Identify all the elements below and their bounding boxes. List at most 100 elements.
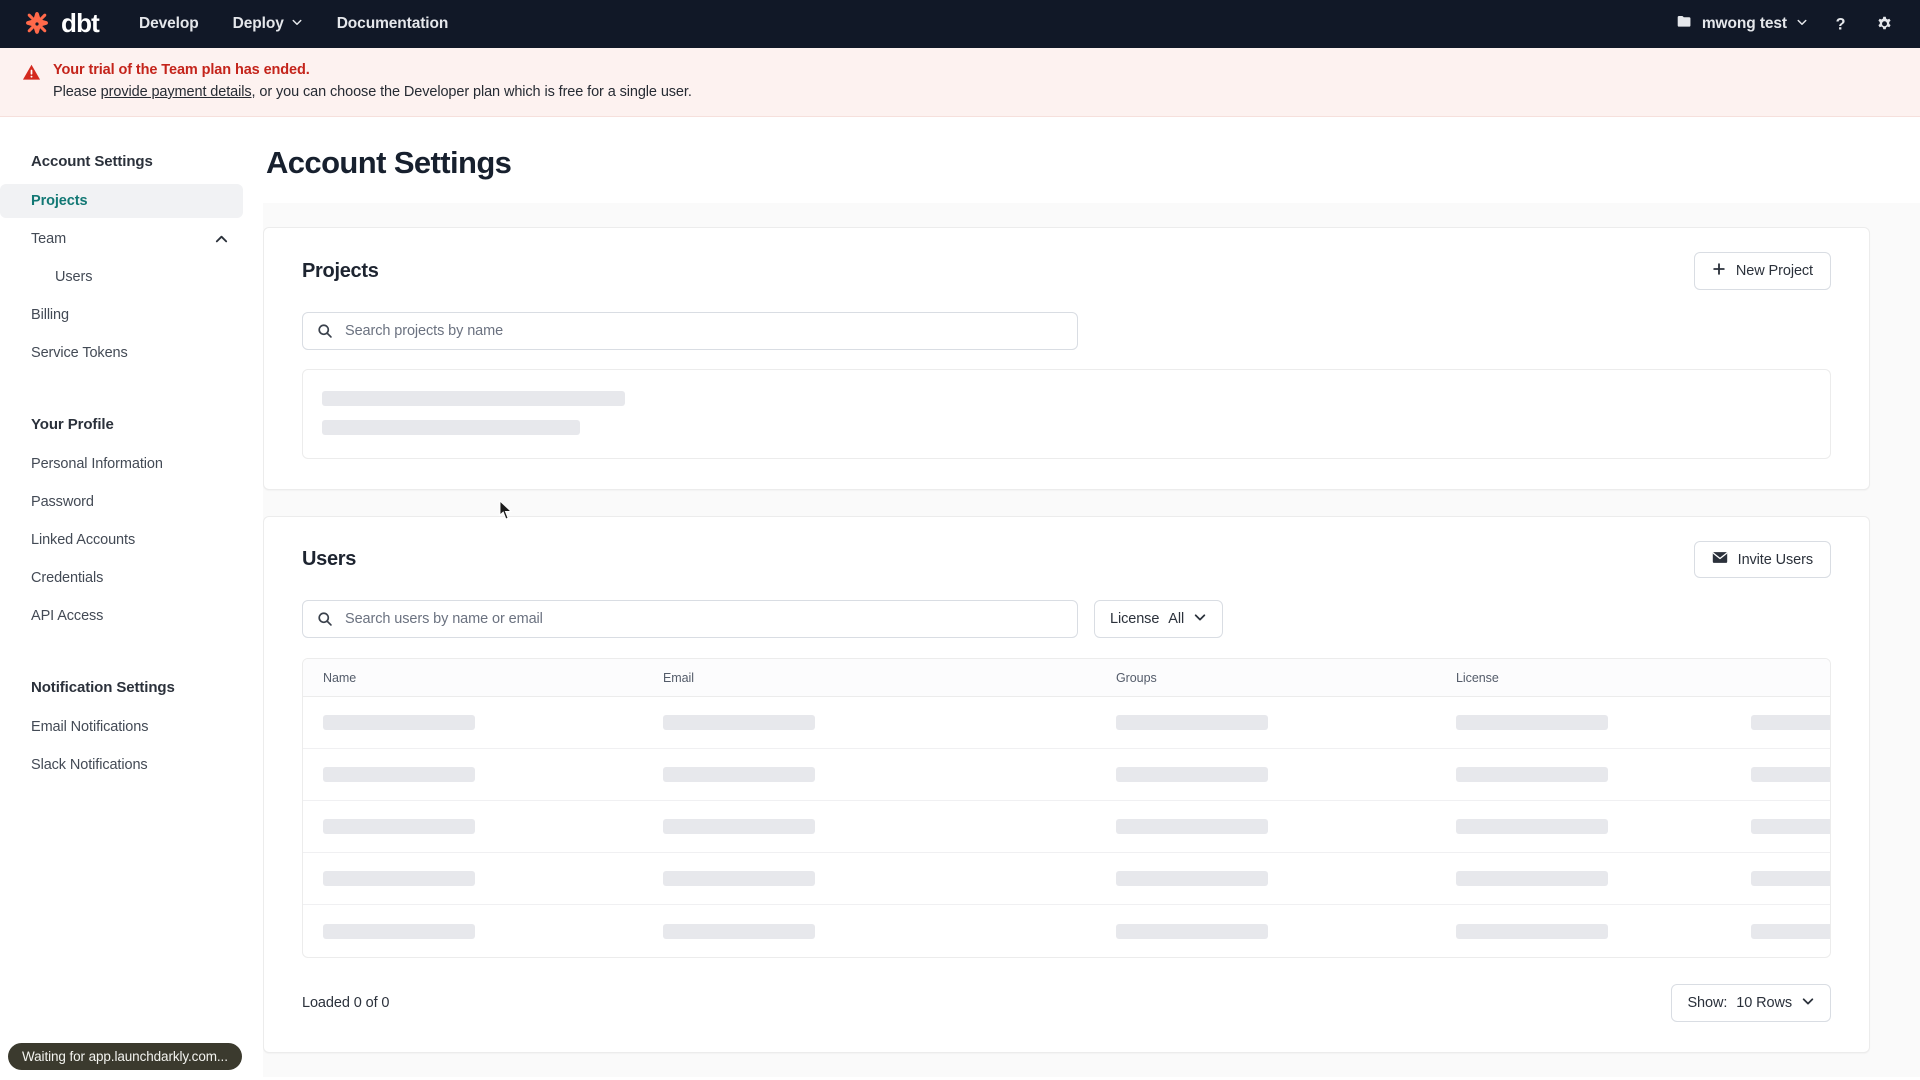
page-title: Account Settings: [266, 117, 1920, 203]
question-mark-icon[interactable]: ?: [1828, 12, 1852, 36]
sidebar-item-slack-notifications[interactable]: Slack Notifications: [0, 748, 243, 782]
sidebar-item-email-notifications[interactable]: Email Notifications: [0, 710, 243, 744]
sidebar-item-billing[interactable]: Billing: [0, 298, 243, 332]
skeleton-bar: [1456, 871, 1608, 886]
skeleton-bar: [1456, 715, 1608, 730]
skeleton-bar: [663, 767, 815, 782]
table-cell: [1456, 819, 1751, 834]
sidebar-item-projects-label: Projects: [31, 193, 88, 209]
table-row: [303, 697, 1830, 749]
plus-icon: [1712, 262, 1726, 280]
nav-link-deploy[interactable]: Deploy: [233, 15, 303, 33]
provide-payment-details-link[interactable]: provide payment details: [100, 84, 252, 100]
nav-link-documentation[interactable]: Documentation: [337, 15, 449, 33]
skeleton-bar: [663, 871, 815, 886]
table-cell: [1456, 767, 1751, 782]
page-layout: Account Settings Projects Team Users Bil…: [0, 117, 1920, 1077]
skeleton-bar: [322, 420, 580, 435]
table-cell: [663, 715, 1116, 730]
users-search-input[interactable]: [302, 600, 1078, 638]
skeleton-bar: [1116, 923, 1268, 939]
table-cell: [1751, 767, 1830, 782]
sidebar-item-billing-label: Billing: [31, 307, 69, 323]
svg-text:?: ?: [1835, 15, 1845, 33]
dbt-logo-text: dbt: [61, 8, 100, 38]
sidebar-heading-your-profile: Your Profile: [31, 416, 114, 433]
sidebar-item-personal-information-label: Personal Information: [31, 456, 163, 472]
table-cell: [1456, 871, 1751, 886]
chevron-down-icon: [1796, 15, 1808, 33]
sidebar-item-team-label: Team: [31, 231, 67, 247]
license-filter-value: All: [1168, 611, 1185, 627]
skeleton-bar: [322, 391, 625, 406]
chevron-down-icon: [1801, 994, 1815, 1012]
search-icon: [317, 323, 333, 339]
column-header-name: Name: [323, 670, 357, 685]
browser-status-bubble: Waiting for app.launchdarkly.com...: [8, 1043, 242, 1070]
rows-per-page-dropdown[interactable]: Show: 10 Rows: [1671, 984, 1831, 1022]
sidebar-item-users[interactable]: Users: [0, 260, 243, 294]
account-switcher[interactable]: mwong test: [1676, 13, 1808, 35]
sidebar-item-service-tokens-label: Service Tokens: [31, 345, 128, 361]
sidebar-item-personal-information[interactable]: Personal Information: [0, 447, 243, 481]
skeleton-bar: [1456, 923, 1608, 939]
sidebar-item-api-access-label: API Access: [31, 608, 104, 624]
skeleton-bar: [1116, 871, 1268, 886]
sidebar-item-projects[interactable]: Projects: [0, 184, 243, 218]
sidebar-item-linked-accounts[interactable]: Linked Accounts: [0, 523, 243, 557]
table-cell: [1456, 923, 1751, 939]
table-cell: [663, 767, 1116, 782]
sidebar-item-service-tokens[interactable]: Service Tokens: [0, 336, 243, 370]
sidebar-group-notification-settings: Notification Settings Email Notification…: [0, 679, 243, 782]
skeleton-bar: [323, 819, 475, 834]
table-cell: [663, 871, 1116, 886]
skeleton-bar: [1456, 819, 1608, 834]
projects-search-input[interactable]: [302, 312, 1078, 350]
table-cell: [1751, 871, 1830, 886]
table-row: [303, 905, 1830, 957]
table-cell: [1116, 871, 1456, 886]
banner-title: Your trial of the Team plan has ended.: [53, 62, 310, 78]
skeleton-bar: [663, 715, 815, 730]
column-header-groups: Groups: [1116, 670, 1157, 685]
users-search-box: [302, 600, 1078, 638]
new-project-button[interactable]: New Project: [1693, 252, 1831, 290]
nav-right-group: mwong test ?: [1676, 12, 1896, 36]
sidebar-heading-account-settings: Account Settings: [31, 153, 153, 170]
rows-per-page-label: Show:: [1687, 995, 1728, 1011]
nav-link-develop[interactable]: Develop: [139, 15, 199, 33]
warning-triangle-icon: [22, 63, 41, 87]
dbt-logo[interactable]: dbt: [22, 8, 100, 39]
table-cell: [1751, 715, 1830, 730]
license-filter-dropdown[interactable]: License All: [1094, 600, 1224, 638]
license-filter-label: License: [1110, 611, 1160, 627]
projects-card-title: Projects: [302, 259, 379, 282]
users-table-footer: Loaded 0 of 0 Show: 10 Rows: [302, 984, 1831, 1022]
table-cell: [663, 923, 1116, 939]
skeleton-bar: [1751, 923, 1830, 939]
banner-subtitle: Please provide payment details, or you c…: [53, 84, 692, 100]
banner-text-block: Your trial of the Team plan has ended. P…: [53, 62, 692, 100]
skeleton-bar: [1751, 767, 1830, 782]
skeleton-bar: [323, 923, 475, 939]
skeleton-bar: [323, 871, 475, 886]
table-row: [303, 853, 1830, 905]
projects-card: Projects New Project: [263, 227, 1870, 490]
sidebar-item-team[interactable]: Team: [0, 222, 243, 256]
gear-icon[interactable]: [1872, 12, 1896, 36]
table-cell: [323, 767, 663, 782]
table-row: [303, 801, 1830, 853]
invite-users-button[interactable]: Invite Users: [1693, 541, 1831, 578]
page-title-band: Account Settings: [263, 117, 1920, 203]
new-project-button-label: New Project: [1735, 263, 1813, 279]
table-cell: [323, 715, 663, 730]
sidebar-item-credentials[interactable]: Credentials: [0, 561, 243, 595]
folder-icon: [1676, 13, 1693, 35]
dbt-logo-icon: [22, 9, 52, 39]
sidebar-group-your-profile: Your Profile Personal Information Passwo…: [0, 416, 243, 633]
skeleton-bar: [1751, 871, 1830, 886]
account-switcher-label: mwong test: [1701, 15, 1787, 32]
sidebar-item-password[interactable]: Password: [0, 485, 243, 519]
table-cell: [323, 871, 663, 886]
sidebar-item-api-access[interactable]: API Access: [0, 599, 243, 633]
